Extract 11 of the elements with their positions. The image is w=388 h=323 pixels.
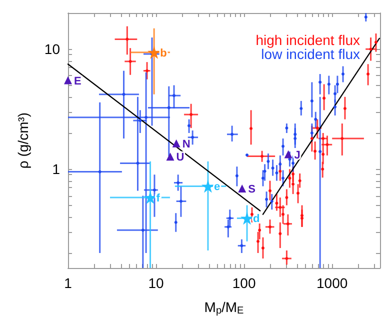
x-tick-label: 10: [148, 275, 164, 291]
annotation: U: [176, 152, 184, 164]
y-axis-title: ρ (g/cm³): [15, 112, 31, 169]
annotation: E: [74, 75, 82, 88]
series-label: high incident flux: [256, 32, 360, 48]
x-tick-label: 100: [232, 275, 256, 291]
annotation: N: [182, 138, 190, 150]
annotation: J: [294, 149, 300, 162]
annotation: S: [248, 183, 256, 196]
x-tick-label: 1000: [316, 275, 348, 291]
x-tick-label: 1: [64, 275, 72, 291]
